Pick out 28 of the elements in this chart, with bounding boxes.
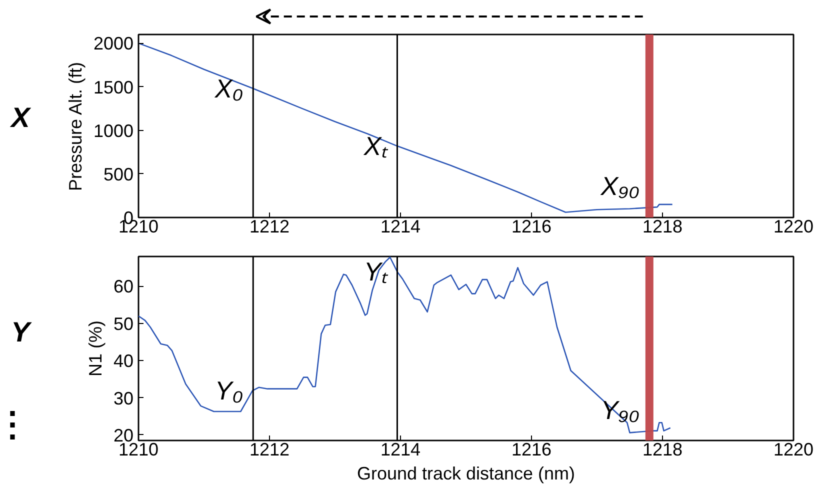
annotation: Xₜ [362, 131, 390, 162]
x-tick-label: 1216 [511, 440, 552, 460]
y-tick-label: 2000 [93, 34, 134, 54]
y-tick-label: 1500 [93, 77, 134, 98]
y-tick-label: 30 [113, 388, 134, 408]
x-tick-label: 1214 [380, 440, 421, 460]
y-axis-title: N1 (%) [85, 320, 106, 376]
annotation: X₀ [214, 74, 244, 104]
x-axis-title: Ground track distance (nm) [356, 464, 576, 484]
y-tick-label: 500 [103, 164, 134, 184]
y-axis-title: Pressure Alt. (ft) [65, 62, 86, 192]
y-tick-label: 60 [113, 276, 134, 297]
annotation: Y₀ [214, 376, 244, 406]
y-tick-label: 50 [113, 314, 134, 334]
x-tick-label: 1218 [642, 216, 683, 236]
y-tick-label: 40 [113, 351, 134, 372]
x-tick-label: 1220 [773, 216, 814, 236]
x-tick-label: 1214 [380, 216, 421, 236]
text: ⋮ [0, 406, 30, 444]
x-tick-label: 1212 [249, 440, 290, 460]
x-tick-label: 1216 [511, 216, 552, 236]
text: X [9, 102, 32, 134]
x-tick-label: 1218 [642, 440, 683, 460]
text: Y [11, 316, 32, 348]
y-tick-label: 1000 [93, 120, 134, 141]
x-tick-label: 1212 [249, 216, 290, 236]
x-tick-label: 1220 [773, 440, 814, 460]
annotation: X₉₀ [600, 171, 640, 202]
